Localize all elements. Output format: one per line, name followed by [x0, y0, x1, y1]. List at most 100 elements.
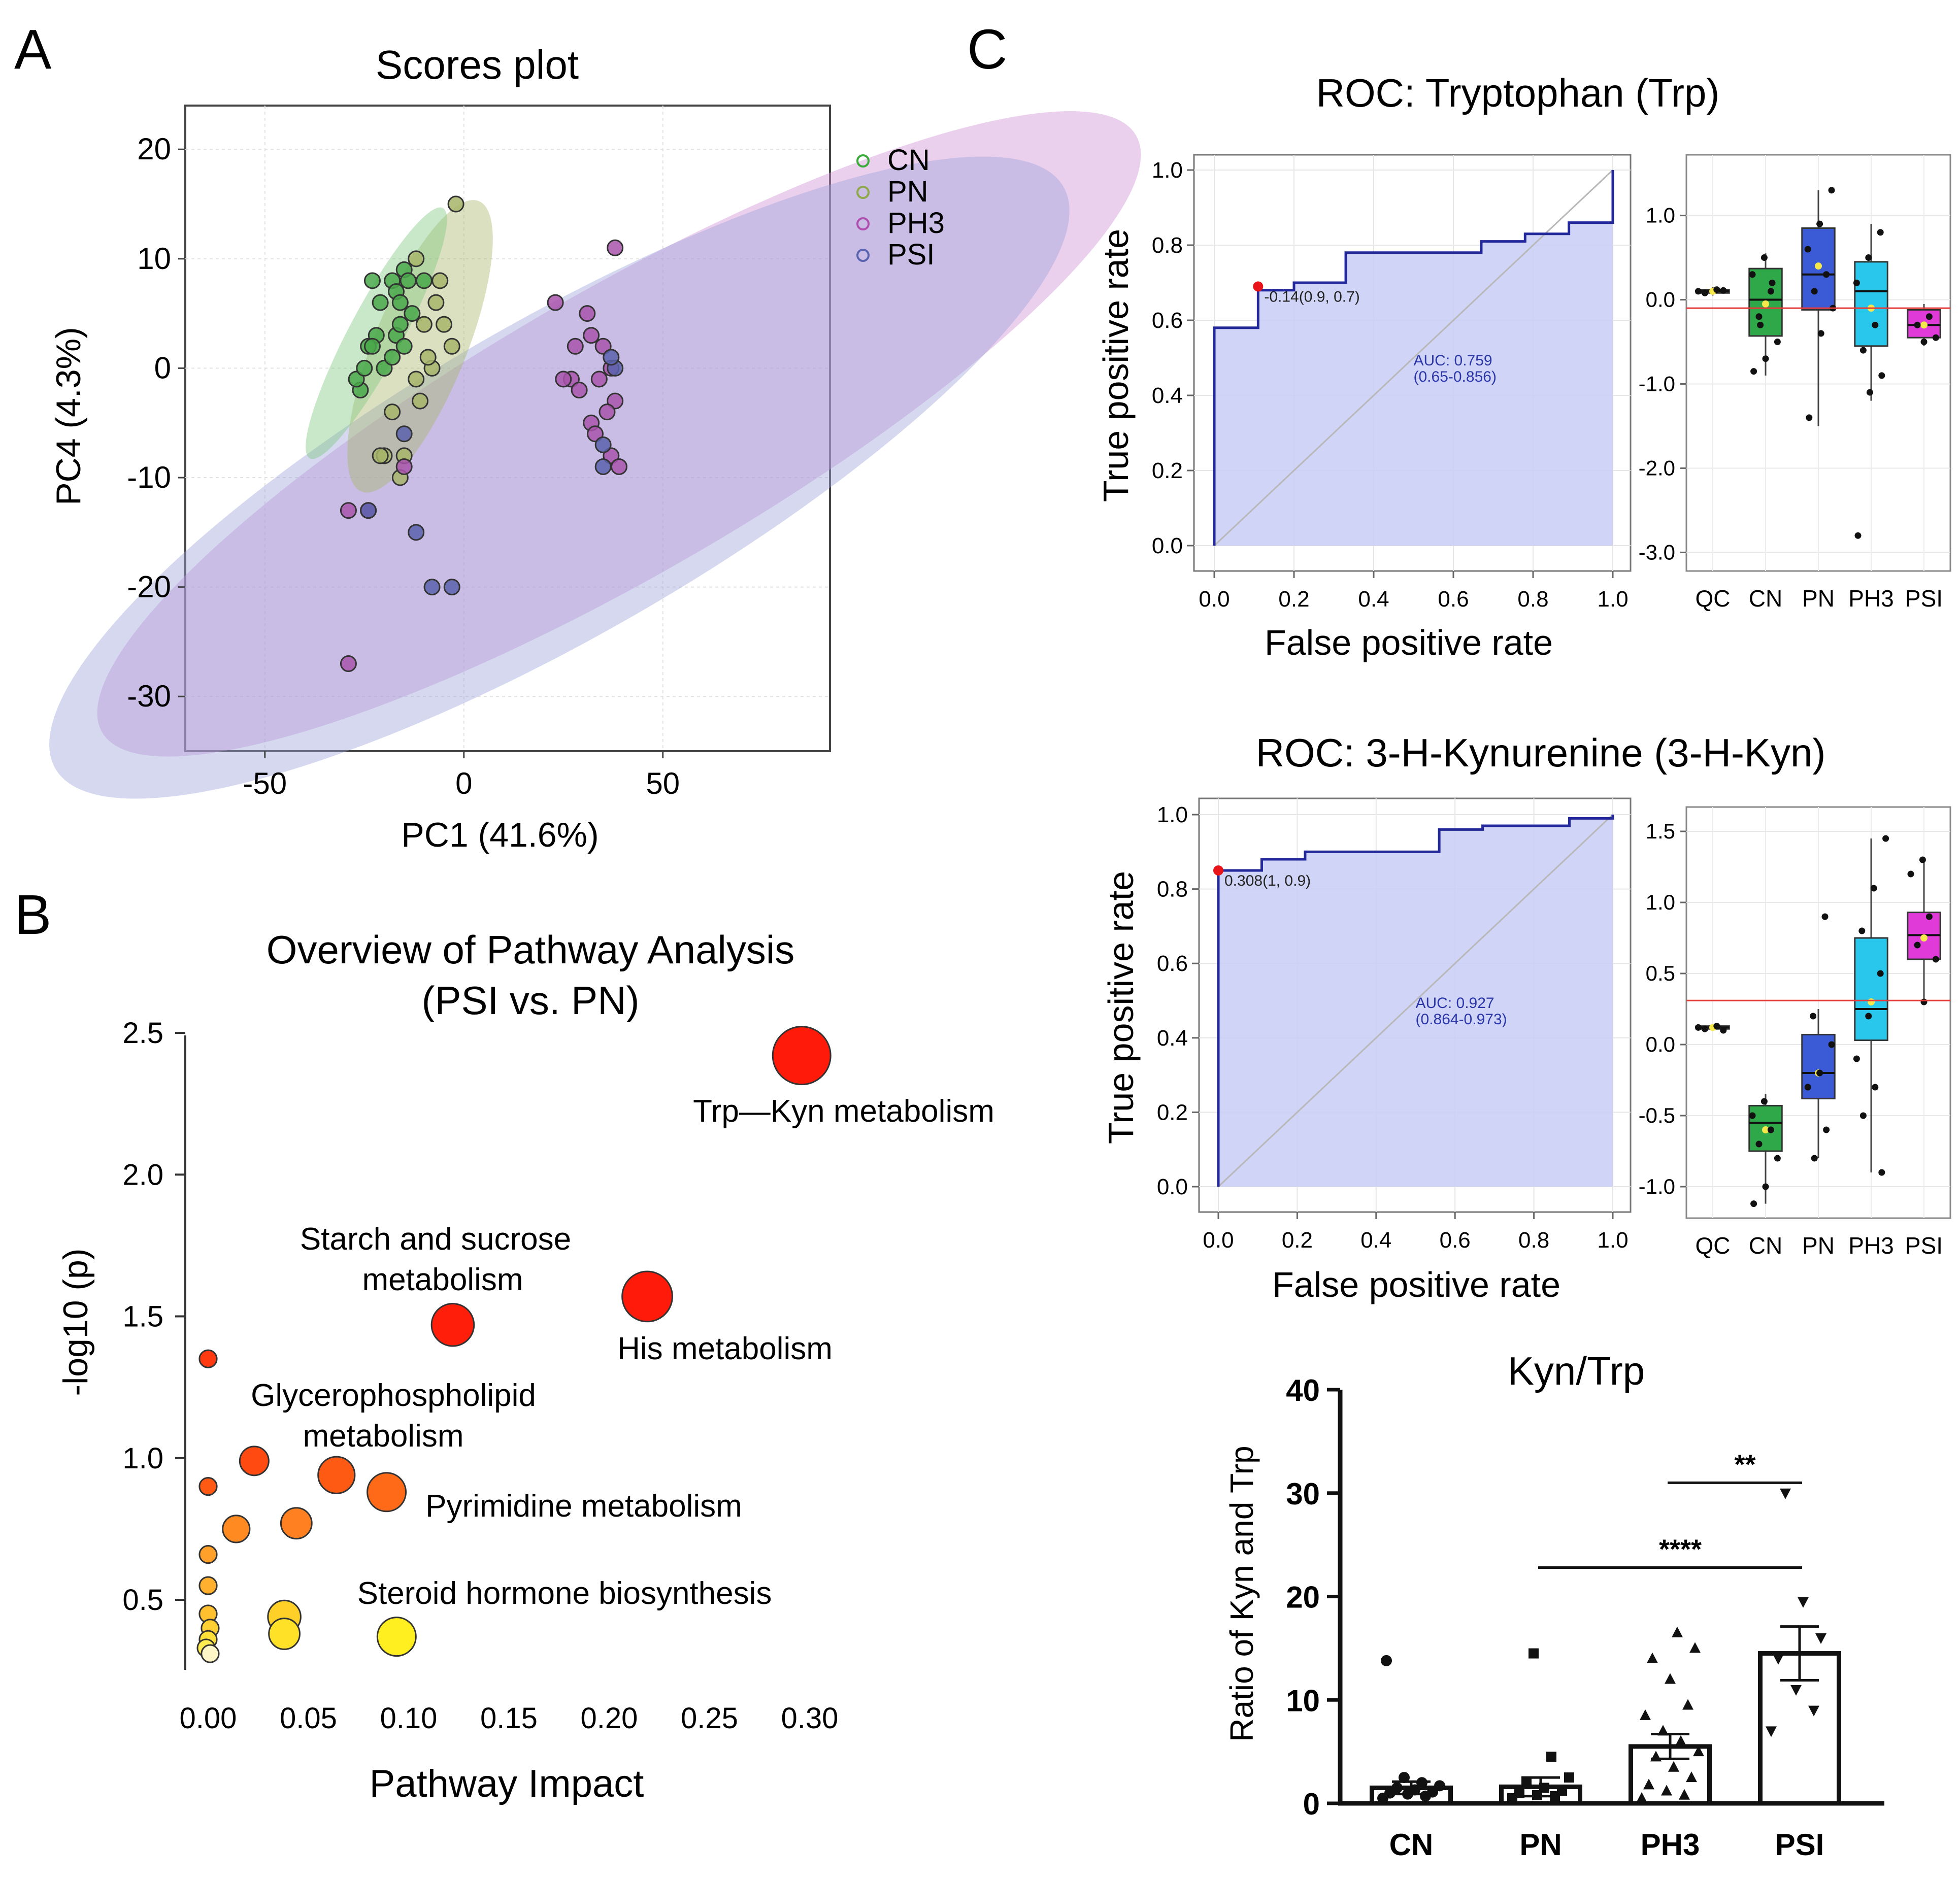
box-jitter-point [1804, 246, 1811, 253]
y-tick-label: 2.0 [122, 1158, 163, 1191]
roc-tryptophan-y-ticks: 0.0 0.2 0.4 0.6 0.8 1.0 [1152, 158, 1194, 558]
box-jitter-point [1821, 913, 1829, 920]
box-mean [1815, 262, 1822, 270]
box-jitter-point [1816, 1069, 1823, 1077]
annotation-starch-line2: metabolism [362, 1262, 523, 1297]
box-jitter-point [1720, 287, 1727, 294]
score-point-ph3 [395, 458, 413, 475]
box-tryptophan-boxes [1686, 187, 1950, 539]
box-jitter-point [1713, 286, 1720, 293]
box-jitter-point [1919, 856, 1926, 863]
box-jitter-point [1872, 321, 1879, 328]
bar-data-point [1650, 1751, 1662, 1762]
annotation-his: His metabolism [617, 1331, 833, 1366]
box-jitter-point [1859, 1112, 1867, 1119]
roc-curve [1213, 170, 1614, 546]
y-tick-label: 0.8 [1152, 233, 1183, 258]
score-point-ph3 [571, 382, 588, 399]
box-jitter-point [1872, 1084, 1879, 1091]
box-jitter-point [1828, 187, 1835, 194]
score-point-pn [384, 404, 401, 421]
scores-plot-y-ticks: 20 10 0 -10 -20 -30 [127, 132, 185, 713]
box-jitter-point [1854, 532, 1862, 539]
bar-data-point [1643, 1778, 1654, 1790]
score-point-cn [391, 294, 409, 311]
box-3h-kynurenine: 1.5 1.0 0.5 0.0 -0.5 -1.0 QC CN PN PH3 PSI [1639, 806, 1951, 1259]
bar-data-point [1640, 1709, 1651, 1720]
pathway-point [367, 1472, 407, 1513]
pathway-point [268, 1618, 301, 1650]
x-tick-label: 0.8 [1518, 1228, 1549, 1253]
roc-cutoff-point [1213, 865, 1223, 876]
y-tick-label: -30 [127, 679, 171, 713]
box-mean [1762, 1126, 1769, 1133]
box-jitter-point [1810, 1013, 1817, 1020]
annotation-glycero-line2: metabolism [303, 1419, 464, 1454]
score-point-ph3 [611, 458, 628, 475]
x-tick-label: QC [1696, 1232, 1731, 1259]
score-point-ph3 [607, 239, 624, 256]
annotation-glycero-line1: Glycerophospholipid [251, 1378, 536, 1413]
score-point-ph3 [555, 371, 572, 388]
legend-label-psi: PSI [887, 238, 935, 271]
legend-label-ph3: PH3 [887, 207, 945, 240]
y-tick-label: -20 [127, 570, 171, 604]
x-tick-label: CN [1749, 1232, 1782, 1259]
roc-curve [1217, 815, 1614, 1187]
bar-data-point [1434, 1780, 1445, 1792]
score-point-pn [436, 316, 453, 333]
box-jitter-point [1865, 1013, 1872, 1020]
score-point-pn [419, 349, 437, 366]
bar-data-point [1808, 1705, 1819, 1717]
score-point-ph3 [583, 327, 600, 344]
x-tick-label: 0.15 [480, 1702, 538, 1735]
x-tick-label: PSI [1905, 1232, 1943, 1259]
box-jitter-point [1817, 330, 1824, 337]
box-jitter-point [1878, 1169, 1885, 1176]
y-tick-label: 0.0 [1152, 533, 1183, 558]
box-jitter-point [1823, 1126, 1830, 1133]
bar-data-point [1672, 1626, 1683, 1637]
box-jitter-point [1755, 313, 1763, 320]
score-point-pn [415, 316, 433, 333]
x-tick-label: 1.0 [1597, 1228, 1628, 1253]
box-3h-kynurenine-y-ticks: 1.5 1.0 0.5 0.0 -0.5 -1.0 [1639, 819, 1686, 1198]
box-jitter-point [1920, 339, 1928, 346]
roc-tryptophan-x-label: False positive rate [1265, 623, 1553, 662]
roc-cutoff-label: -0.14(0.9, 0.7) [1264, 288, 1359, 305]
score-point-ph3 [579, 305, 596, 322]
roc-cutoff-label: 0.308(1, 0.9) [1224, 872, 1311, 889]
y-tick-label: 0.5 [1646, 961, 1675, 985]
y-tick-label: 10 [137, 242, 171, 276]
score-point-pn [408, 250, 425, 267]
x-tick-label: 0.10 [380, 1702, 438, 1735]
box-jitter-point [1762, 1183, 1769, 1190]
score-point-cn [356, 359, 373, 377]
score-point-pn [431, 272, 449, 289]
box-jitter-point [1853, 279, 1860, 286]
x-tick-label: 0.00 [180, 1702, 237, 1735]
x-tick-label: 50 [646, 766, 680, 800]
x-tick-label: PH3 [1848, 585, 1893, 612]
pathway-point [772, 1026, 832, 1086]
y-tick-label: 20 [1286, 1581, 1320, 1615]
bar-data-point [1773, 1654, 1784, 1665]
score-point-cn [384, 349, 401, 366]
x-tick-label: PSI [1775, 1828, 1824, 1862]
score-point-cn [391, 316, 409, 333]
y-tick-label: 1.0 [1152, 158, 1183, 183]
x-tick-label: 0.0 [1199, 587, 1230, 612]
y-tick-label: -2.0 [1639, 456, 1675, 480]
box-jitter-point [1877, 970, 1884, 977]
scores-plot-points [340, 195, 628, 673]
score-point-pn [443, 338, 460, 355]
pathway-title-line2: (PSI vs. PN) [421, 978, 639, 1023]
scores-plot-title: Scores plot [376, 42, 579, 87]
x-tick-label: 0.4 [1360, 1228, 1391, 1253]
confidence-ellipse-pn [347, 200, 493, 493]
box-3h-kynurenine-x-ticks: QC CN PN PH3 PSI [1696, 1232, 1943, 1259]
score-point-cn [404, 305, 421, 322]
box-jitter-point [1811, 288, 1818, 295]
score-point-psi [603, 349, 620, 366]
